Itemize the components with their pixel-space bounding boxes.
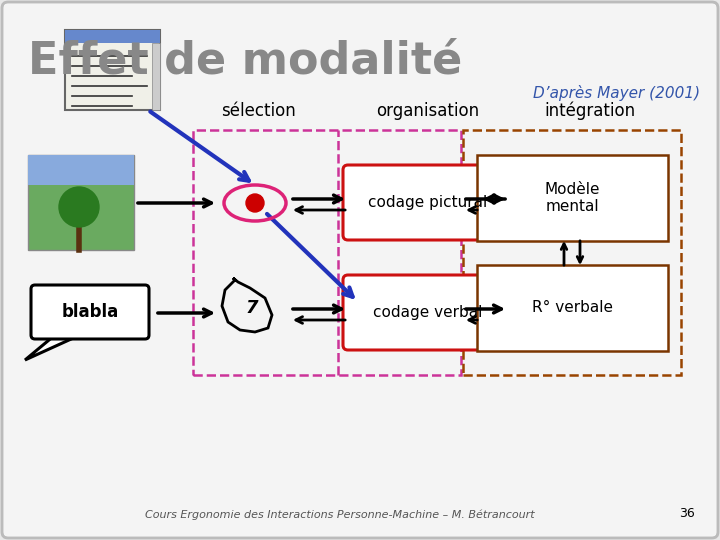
FancyBboxPatch shape (152, 43, 160, 110)
Text: blabla: blabla (61, 303, 119, 321)
FancyBboxPatch shape (477, 155, 668, 241)
Text: intégration: intégration (544, 102, 636, 120)
FancyBboxPatch shape (28, 155, 134, 185)
FancyBboxPatch shape (477, 265, 668, 351)
Polygon shape (25, 335, 80, 360)
FancyBboxPatch shape (28, 155, 134, 250)
FancyBboxPatch shape (343, 165, 513, 240)
FancyBboxPatch shape (31, 285, 149, 339)
Circle shape (59, 187, 99, 227)
Text: sélection: sélection (220, 102, 295, 120)
Text: Effet de modalité: Effet de modalité (28, 40, 462, 83)
Text: Cours Ergonomie des Interactions Personne-Machine – M. Bétrancourt: Cours Ergonomie des Interactions Personn… (145, 510, 535, 520)
Text: R° verbale: R° verbale (531, 300, 613, 315)
FancyBboxPatch shape (65, 30, 160, 110)
Text: 36: 36 (679, 507, 695, 520)
Text: codage verbal: codage verbal (373, 306, 482, 321)
FancyBboxPatch shape (343, 275, 513, 350)
Text: Modèle
mental: Modèle mental (544, 182, 600, 214)
Text: D’après Mayer (2001): D’après Mayer (2001) (533, 85, 700, 101)
FancyBboxPatch shape (65, 30, 160, 43)
Circle shape (246, 194, 264, 212)
Text: organisation: organisation (377, 102, 480, 120)
Text: 7: 7 (246, 299, 258, 317)
Text: codage pictural: codage pictural (369, 195, 487, 211)
